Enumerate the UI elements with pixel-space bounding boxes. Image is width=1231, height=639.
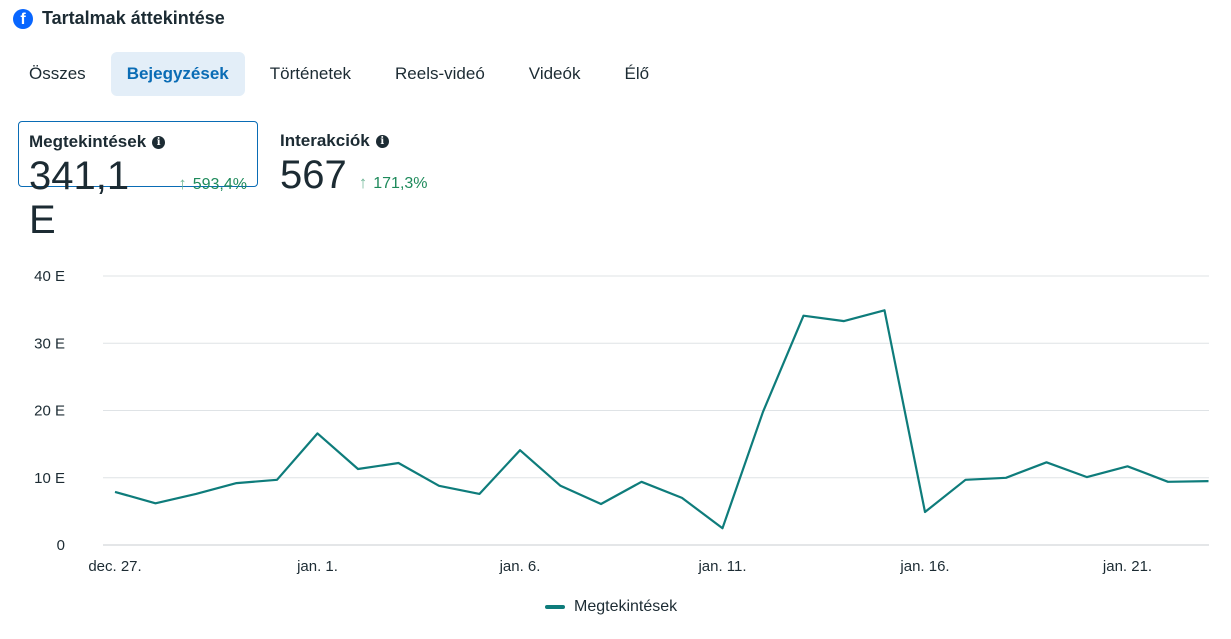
metric-label: Megtekintések xyxy=(29,132,147,151)
x-tick-label: jan. 21. xyxy=(1102,558,1152,575)
x-tick-label: dec. 27. xyxy=(88,558,141,575)
y-tick-label: 30 E xyxy=(34,335,65,352)
arrow-up-icon: ↑ xyxy=(358,173,368,192)
chart-legend: Megtekintések xyxy=(545,598,677,616)
legend-label: Megtekintések xyxy=(574,598,678,615)
x-tick-label: jan. 1. xyxy=(296,558,338,575)
tab-all[interactable]: Összes xyxy=(29,64,86,83)
info-icon[interactable]: i xyxy=(375,134,389,148)
info-icon[interactable]: i xyxy=(152,135,166,149)
y-tick-label: 0 xyxy=(57,537,65,554)
arrow-up-icon: ↑ xyxy=(178,174,187,193)
series-line-megtekintések xyxy=(114,309,1209,530)
x-tick-label: jan. 16. xyxy=(899,558,949,575)
tab-live[interactable]: Élő xyxy=(624,64,650,83)
metric-change: 171,3% xyxy=(373,175,428,192)
legend-swatch xyxy=(545,605,565,609)
x-tick-label: jan. 11. xyxy=(697,558,746,575)
y-tick-label: 20 E xyxy=(34,403,65,420)
metric-label: Interakciók xyxy=(280,131,370,150)
metric-value: 341,1 E xyxy=(29,154,130,242)
tab-stories[interactable]: Történetek xyxy=(269,64,352,83)
metric-card-interactions[interactable]: Interakciók i 567 ↑ 171,3% xyxy=(270,121,510,197)
page-header: f Tartalmak áttekintése xyxy=(13,8,225,29)
y-tick-label: 10 E xyxy=(34,470,65,487)
facebook-icon: f xyxy=(13,8,33,29)
tab-videos[interactable]: Videók xyxy=(528,64,581,83)
tab-reels[interactable]: Reels-videó xyxy=(395,64,485,83)
metric-change: 593,4% xyxy=(192,176,247,193)
metric-card-views[interactable]: Megtekintések i 341,1 E ↑ 593,4% xyxy=(18,121,258,242)
x-tick-label: jan. 6. xyxy=(499,558,541,575)
metric-value: 567 xyxy=(280,153,347,197)
tab-posts[interactable]: Bejegyzések xyxy=(110,52,245,96)
page-title: Tartalmak áttekintése xyxy=(42,8,225,28)
content-type-tabs: Összes Bejegyzések Történetek Reels-vide… xyxy=(10,52,674,96)
y-tick-label: 40 E xyxy=(34,268,65,285)
